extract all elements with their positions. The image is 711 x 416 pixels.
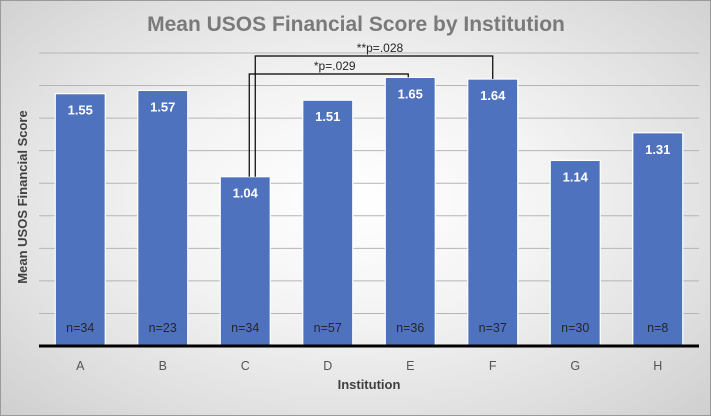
n-label-h: n=8 [647, 321, 668, 335]
x-tick-c: C [241, 359, 250, 373]
value-label-h: 1.31 [645, 142, 670, 157]
significance-label: **p=.028 [357, 41, 404, 55]
value-label-c: 1.04 [233, 186, 259, 201]
bar-b [137, 89, 189, 347]
x-tick-a: A [76, 359, 85, 373]
bar-a [54, 93, 106, 347]
bar-c [219, 176, 271, 347]
y-axis-title: Mean USOS Financial Score [15, 110, 30, 283]
value-label-a: 1.55 [68, 103, 93, 118]
bar-g [549, 159, 601, 347]
value-label-f: 1.64 [480, 88, 506, 103]
n-label-b: n=23 [149, 321, 177, 335]
x-axis-title: Institution [338, 377, 401, 392]
significance-brackets: *p=.029**p=.028 [248, 41, 494, 177]
significance-bracket [248, 73, 409, 177]
n-label-g: n=30 [561, 321, 589, 335]
value-label-e: 1.65 [398, 86, 423, 101]
x-tick-e: E [406, 359, 414, 373]
bars: 1.55 n=34 1.57 n=23 1.04 n=34 1.51 n=57 1.65 n=36… [54, 76, 684, 347]
x-tick-g: G [570, 359, 580, 373]
n-label-d: n=57 [314, 321, 342, 335]
x-tick-labels: A B C D E F G H [76, 359, 662, 373]
significance-bracket [254, 55, 494, 177]
bar-e [384, 76, 436, 347]
chart-title: Mean USOS Financial Score by Institution [147, 13, 565, 36]
n-label-f: n=37 [479, 321, 507, 335]
significance-label: *p=.029 [314, 59, 356, 73]
x-tick-b: B [159, 359, 167, 373]
x-tick-f: F [489, 359, 497, 373]
n-label-a: n=34 [66, 321, 94, 335]
x-tick-h: H [653, 359, 662, 373]
value-label-b: 1.57 [150, 99, 175, 114]
value-label-d: 1.51 [315, 109, 340, 124]
n-label-c: n=34 [231, 321, 259, 335]
n-label-e: n=36 [396, 321, 424, 335]
value-label-g: 1.14 [563, 169, 589, 184]
x-tick-d: D [323, 359, 332, 373]
bar-f [467, 78, 519, 347]
bar-h [632, 132, 684, 347]
bar-d [302, 99, 354, 347]
